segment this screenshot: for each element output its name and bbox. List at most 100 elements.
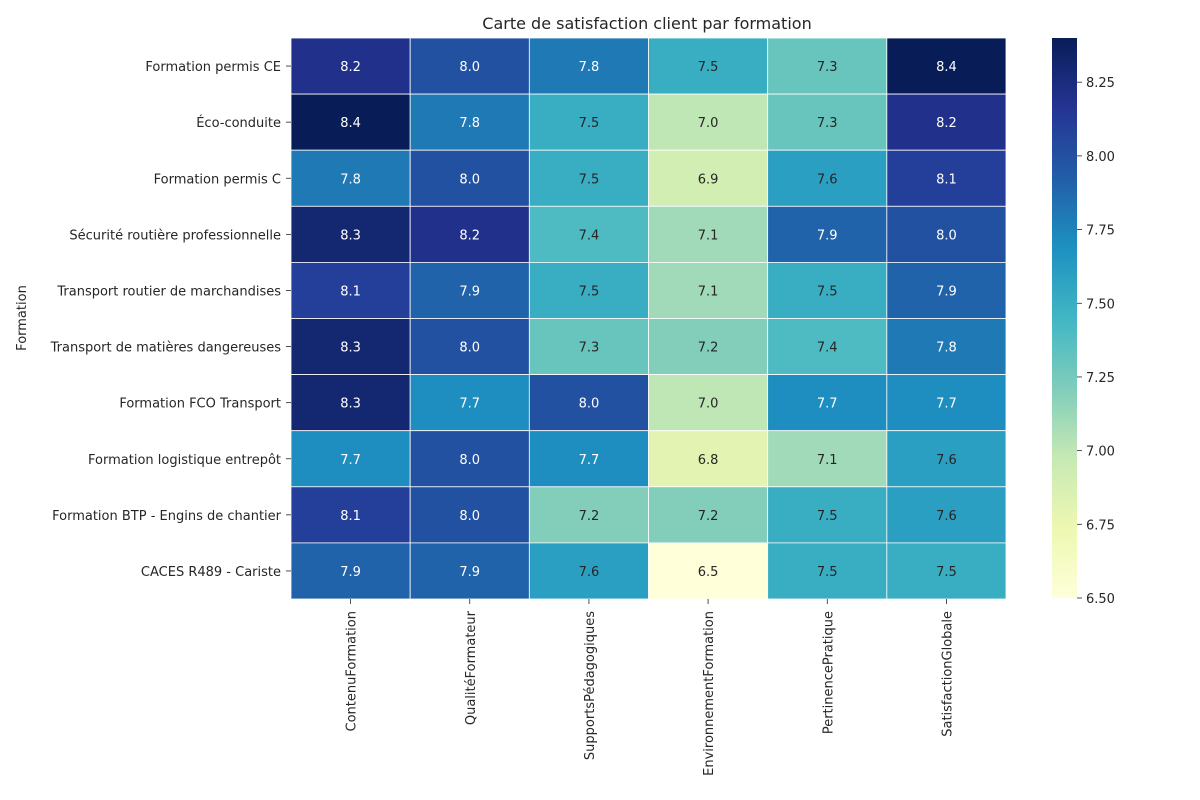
heatmap-cell [290,205,411,263]
cell-value-label: 7.9 [459,284,480,299]
column-labels: ContenuFormation QualitéFormateur Supports… [345,599,955,776]
colorbar-tick-label: 7.50 [1086,297,1115,312]
cell-value-label: 8.0 [936,228,957,243]
row-label: Transport routier de marchandises [56,284,281,299]
cell-value-label: 8.1 [936,172,957,187]
cell-value-label: 8.0 [459,172,480,187]
cell-value-label: 6.5 [698,565,719,580]
cell-value-label: 8.0 [579,397,600,412]
cell-value-label: 7.5 [579,116,600,131]
colorbar-tick-label: 7.00 [1086,445,1115,460]
heatmap-cell [290,37,411,95]
heatmap-cell [409,542,530,600]
cell-value-label: 7.4 [817,341,838,356]
cell-value-label: 8.1 [340,509,361,524]
heatmap-cell [528,205,649,263]
heatmap-cell-labels: 8.2 8.0 7.8 7.5 7.3 8.4 8.4 7.8 7.5 7.0 7.3 8.2 7.8 8… [340,60,957,580]
cell-value-label: 7.1 [698,284,719,299]
cell-value-label: 7.7 [936,397,957,412]
heatmap-cell [528,374,649,432]
column-label: QualitéFormateur [464,610,479,725]
heatmap-cell [409,149,530,207]
cell-value-label: 7.9 [936,284,957,299]
cell-value-label: 7.5 [579,172,600,187]
row-label: Formation BTP - Engins de chantier [52,509,282,524]
cell-value-label: 7.9 [340,565,361,580]
cell-value-label: 8.2 [459,228,480,243]
heatmap-cell [767,542,888,600]
heatmap-cell [767,486,888,544]
heatmap-cell [409,374,530,432]
cell-value-label: 7.5 [817,509,838,524]
cell-value-label: 7.6 [579,565,600,580]
cell-value-label: 8.4 [936,60,957,75]
heatmap-cell [290,318,411,375]
heatmap-cell [290,374,411,432]
heatmap-cell [767,37,888,95]
cell-value-label: 7.4 [579,228,600,243]
cell-value-label: 7.1 [698,228,719,243]
heatmap-cell [886,486,1007,544]
cell-value-label: 7.5 [698,60,719,75]
cell-value-label: 7.3 [817,116,838,131]
colorbar-tick-label: 6.50 [1086,592,1115,607]
y-axis-label: Formation [15,285,30,351]
cell-value-label: 6.9 [698,172,719,187]
colorbar-tick-label: 7.75 [1086,224,1115,239]
colorbar-tick-label: 8.00 [1086,150,1115,165]
heatmap-cell [409,37,530,95]
cell-value-label: 7.2 [698,509,719,524]
row-label: CACES R489 - Cariste [141,565,281,580]
cell-value-label: 8.3 [340,341,361,356]
cell-value-label: 7.7 [817,397,838,412]
cell-value-label: 8.4 [340,116,361,131]
heatmap-cell [648,149,769,207]
cell-value-label: 7.7 [579,453,600,468]
row-label: Formation FCO Transport [119,397,281,412]
cell-value-label: 8.3 [340,228,361,243]
cell-value-label: 7.0 [698,397,719,412]
heatmap-cell [648,37,769,95]
cell-value-label: 7.7 [459,397,480,412]
heatmap-cells [290,37,1007,600]
heatmap-cell [767,318,888,375]
cell-value-label: 8.0 [459,60,480,75]
cell-value-label: 7.1 [817,453,838,468]
heatmap-cell [528,486,649,544]
heatmap-cell [767,205,888,263]
heatmap-cell [648,205,769,263]
cell-value-label: 7.8 [459,116,480,131]
cell-value-label: 6.8 [698,453,719,468]
cell-value-label: 8.1 [340,284,361,299]
heatmap-cell [409,205,530,263]
heatmap-cell [648,93,769,151]
column-label: PertinencePratique [821,611,836,734]
cell-value-label: 7.6 [936,453,957,468]
row-label: Formation logistique entrepôt [88,453,281,468]
heatmap-cell [409,93,530,151]
cell-value-label: 7.8 [936,341,957,356]
row-labels: Formation permis CE Éco-conduite Formation… [50,60,291,580]
cell-value-label: 7.8 [340,172,361,187]
cell-value-label: 7.0 [698,116,719,131]
row-label: Formation permis CE [145,60,281,75]
colorbar-tick-label: 8.25 [1086,76,1115,91]
heatmap-cell [886,261,1007,319]
heatmap-cell [648,430,769,488]
heatmap-cell [886,93,1007,151]
cell-value-label: 8.2 [340,60,361,75]
cell-value-label: 7.9 [459,565,480,580]
heatmap-cell [648,261,769,319]
cell-value-label: 8.0 [459,509,480,524]
colorbar-gradient [1052,38,1077,598]
heatmap-cell [528,149,649,207]
column-label: EnvironnementFormation [702,611,717,776]
cell-value-label: 7.9 [817,228,838,243]
column-label: ContenuFormation [345,611,360,731]
heatmap-cell [290,542,411,600]
cell-value-label: 7.6 [817,172,838,187]
cell-value-label: 7.6 [936,509,957,524]
heatmap-cell [886,430,1007,488]
cell-value-label: 8.0 [459,341,480,356]
heatmap-cell [528,430,649,488]
